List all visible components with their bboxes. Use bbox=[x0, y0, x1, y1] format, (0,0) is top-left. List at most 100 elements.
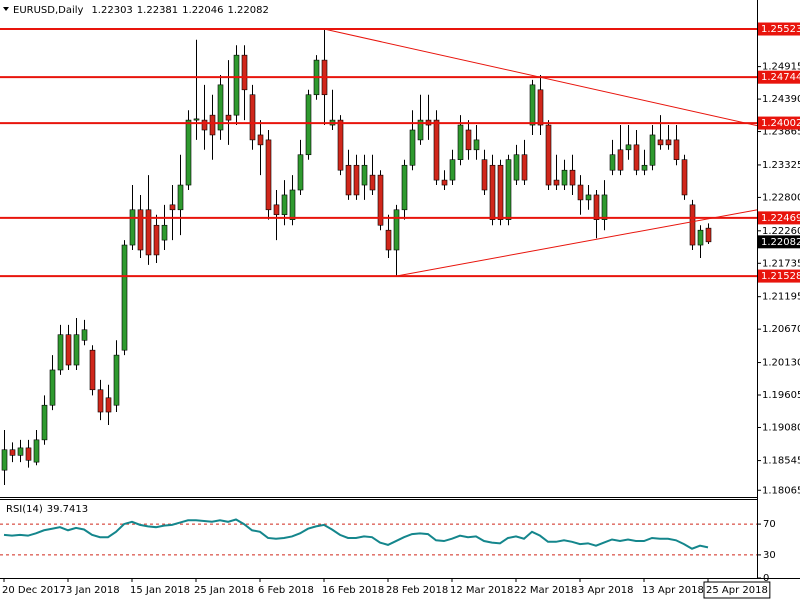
x-tick-label: 13 Apr 2018 bbox=[642, 585, 704, 596]
candle-body bbox=[377, 174, 384, 226]
candle-body bbox=[217, 84, 224, 131]
candle-body bbox=[617, 149, 624, 171]
x-label-box bbox=[703, 581, 771, 599]
level-label-box bbox=[758, 211, 800, 225]
candle-body bbox=[417, 119, 424, 141]
x-tick-label: 25 Jan 2018 bbox=[194, 585, 254, 596]
candle-body bbox=[273, 204, 280, 216]
candle-body bbox=[633, 144, 640, 171]
x-tick-label: 22 Mar 2018 bbox=[514, 585, 577, 596]
y-tick-label: 1.21195 bbox=[762, 292, 800, 303]
trend-line bbox=[323, 28, 757, 127]
candle-body bbox=[185, 119, 192, 186]
candle-body bbox=[441, 179, 448, 186]
candle-body bbox=[505, 159, 512, 220]
candle-body bbox=[89, 349, 96, 391]
candle-body bbox=[129, 209, 136, 246]
y-tick-label: 1.18065 bbox=[762, 485, 800, 496]
indicator-name: RSI(14) bbox=[6, 504, 43, 515]
candle-body bbox=[593, 194, 600, 220]
candle-body bbox=[353, 164, 360, 196]
y-tick-label: 1.20130 bbox=[762, 358, 800, 369]
candle-body bbox=[57, 334, 64, 371]
candle-body bbox=[609, 154, 616, 171]
level-label: 1.25523 bbox=[761, 24, 800, 35]
candle-body bbox=[497, 164, 504, 220]
candle-body bbox=[585, 194, 592, 201]
candle-body bbox=[481, 159, 488, 191]
candle-body bbox=[297, 154, 304, 191]
level-label-box bbox=[758, 22, 800, 36]
candle-body bbox=[569, 169, 576, 186]
ohlc-value: 1.22082 bbox=[228, 5, 269, 16]
candle-body bbox=[561, 169, 568, 186]
candle-body bbox=[345, 164, 352, 196]
candle-body bbox=[25, 447, 32, 461]
candle-body bbox=[81, 329, 88, 341]
level-label: 1.21528 bbox=[761, 271, 800, 282]
y-tick-label: 1.22260 bbox=[762, 226, 800, 237]
candle-body bbox=[537, 89, 544, 126]
candle-body bbox=[97, 389, 104, 413]
candle-body bbox=[513, 154, 520, 181]
y-tick-label: 1.21735 bbox=[762, 258, 800, 269]
trend-line bbox=[395, 209, 757, 277]
candle-body bbox=[153, 224, 160, 256]
x-tick-label: 16 Feb 2018 bbox=[322, 585, 384, 596]
x-tick-label: 25 Apr 2018 bbox=[706, 585, 768, 596]
candle-body bbox=[457, 124, 464, 160]
y-tick-label: 70 bbox=[763, 519, 776, 530]
candle-body bbox=[17, 447, 24, 456]
x-tick-label: 28 Feb 2018 bbox=[386, 585, 448, 596]
level-label-box bbox=[758, 70, 800, 84]
candle-body bbox=[233, 54, 240, 116]
ohlc-value: 1.22303 bbox=[91, 5, 132, 16]
candle-body bbox=[161, 224, 168, 241]
candle-body bbox=[241, 54, 248, 91]
y-tick-label: 1.24390 bbox=[762, 94, 800, 105]
level-label: 1.24002 bbox=[761, 118, 800, 129]
candle-body bbox=[649, 134, 656, 166]
level-label: 1.24744 bbox=[761, 72, 800, 83]
candle-body bbox=[265, 139, 272, 211]
candle-body bbox=[385, 229, 392, 251]
candle-body bbox=[289, 189, 296, 220]
rsi-line bbox=[3, 518, 709, 550]
candle-body bbox=[369, 174, 376, 191]
candle-body bbox=[177, 184, 184, 211]
y-tick-label: 1.20670 bbox=[762, 324, 800, 335]
ohlc-value: 1.22046 bbox=[182, 5, 223, 16]
candle-body bbox=[657, 139, 664, 146]
candle-body bbox=[1, 449, 8, 471]
candle-body bbox=[665, 139, 672, 146]
y-tick-label: 1.22800 bbox=[762, 192, 800, 203]
candle-body bbox=[401, 164, 408, 211]
candle-body bbox=[529, 84, 536, 126]
candle-body bbox=[449, 159, 456, 181]
chart-title: EURUSD,Daily bbox=[13, 5, 84, 16]
level-label-box bbox=[758, 269, 800, 283]
menu-triangle bbox=[3, 7, 9, 11]
y-tick-label: 30 bbox=[763, 550, 776, 561]
candle-body bbox=[601, 194, 608, 220]
y-tick-label: 1.18545 bbox=[762, 456, 800, 467]
y-tick-label: 1.19605 bbox=[762, 390, 800, 401]
candle-body bbox=[393, 209, 400, 251]
ohlc-value: 1.22381 bbox=[137, 5, 178, 16]
candle-body bbox=[545, 124, 552, 186]
plot-area bbox=[0, 28, 757, 486]
candle-body bbox=[689, 204, 696, 246]
candle-body bbox=[281, 194, 288, 216]
candle-body bbox=[409, 129, 416, 166]
x-tick-label: 15 Jan 2018 bbox=[130, 585, 190, 596]
level-label: 1.22469 bbox=[761, 213, 800, 224]
candle-body bbox=[337, 119, 344, 171]
candle-body bbox=[145, 209, 152, 256]
x-tick-label: 3 Apr 2018 bbox=[578, 585, 633, 596]
candle-body bbox=[121, 244, 128, 351]
candle-body bbox=[489, 164, 496, 220]
candle-body bbox=[65, 334, 72, 366]
y-tick-label: 1.19080 bbox=[762, 422, 800, 433]
